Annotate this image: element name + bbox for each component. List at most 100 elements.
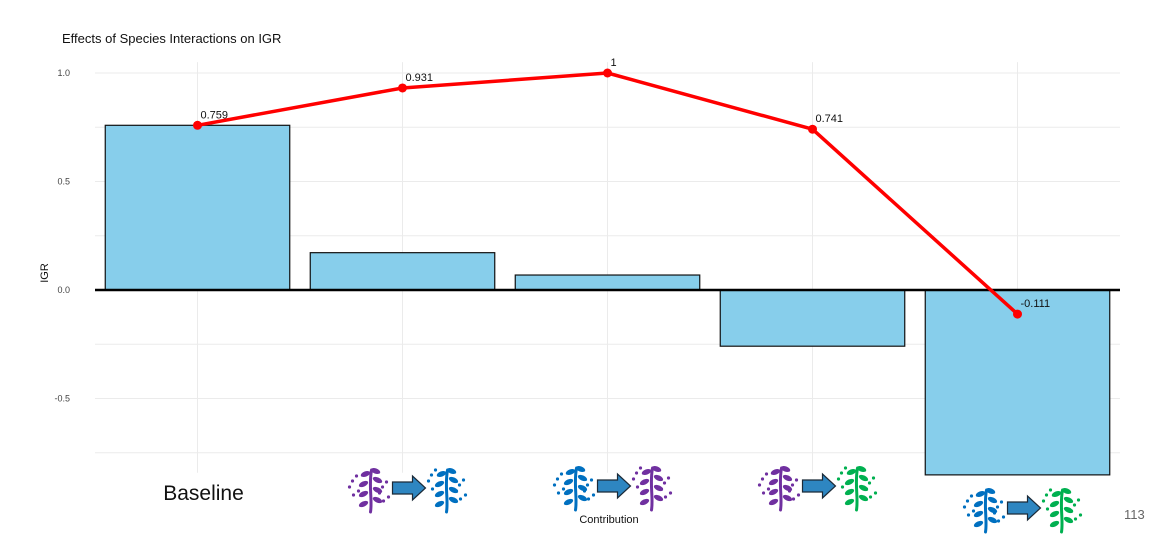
plant-leaf (577, 474, 588, 482)
plant-leaf (653, 494, 664, 502)
cumulative-line: 0.759 0.931 1 0.741 -0.111 (193, 57, 1050, 319)
plant-leaf (780, 466, 791, 472)
arrow-icon (1006, 494, 1042, 522)
seed-dot (461, 478, 466, 482)
seed-dot (386, 495, 391, 499)
seed-dot (796, 493, 801, 497)
seed-dot (381, 499, 386, 503)
seed-dot (556, 491, 561, 495)
seed-dot (429, 473, 434, 477)
seed-dot (354, 474, 359, 478)
plant-leaf (434, 490, 445, 498)
plant-stem (444, 468, 449, 514)
seed-dot (591, 493, 596, 497)
plant-leaf (975, 491, 986, 497)
plant-leaf (639, 488, 650, 496)
seed-dot (356, 489, 361, 493)
plant-leaf (358, 490, 369, 498)
plant-leaf (563, 478, 574, 486)
plant-leaf (973, 500, 984, 508)
seed-dot (790, 483, 795, 487)
plant-leaf (856, 466, 867, 472)
cumulative-point (398, 83, 407, 93)
plant-leaf (1063, 516, 1074, 524)
data-label: 0.759 (201, 109, 229, 121)
cumulative-point (808, 124, 817, 134)
plant-leaf (446, 468, 457, 474)
interaction-icon (552, 466, 673, 512)
arrow-icon (596, 472, 632, 500)
bar (924, 289, 1111, 476)
seed-dot (659, 487, 664, 491)
y-tick-label: 0.5 (57, 177, 70, 187)
seed-dot (996, 519, 1001, 523)
bars (104, 124, 1111, 476)
plant-leaf (987, 516, 998, 524)
plant-leaf (358, 480, 369, 488)
plant-leaf (641, 469, 652, 475)
seed-dot (873, 491, 878, 495)
seed-dot (766, 487, 771, 491)
seed-dot (350, 479, 355, 483)
data-label: 1 (611, 57, 617, 69)
plant-stem (983, 488, 988, 534)
chart-title: Effects of Species Interactions on IGR (62, 31, 281, 46)
plant-leaf (782, 474, 793, 482)
seed-dot (1045, 507, 1050, 511)
plant-leaf (768, 478, 779, 486)
seed-dot (1078, 513, 1083, 517)
seed-dot (971, 509, 976, 513)
cumulative-point (193, 120, 202, 130)
plant-icon (768, 466, 793, 512)
bar (104, 124, 291, 291)
seed-dot (559, 472, 564, 476)
plant-leaf (1063, 496, 1074, 504)
data-label: 0.931 (406, 72, 434, 84)
plant-leaf (844, 488, 855, 496)
seed-dot (1072, 503, 1077, 507)
seed-dot (864, 487, 869, 491)
x-axis-label: Contribution (579, 514, 638, 526)
plant-icon (358, 468, 383, 514)
bar (309, 252, 496, 291)
seed-dot (761, 491, 766, 495)
plant-stem (573, 466, 578, 512)
plant-leaf (448, 496, 459, 504)
y-tick-label: 0.0 (57, 285, 70, 295)
seed-dot (582, 489, 587, 493)
seed-dot (1048, 488, 1053, 492)
plant-leaf (436, 471, 447, 477)
plant-leaf (987, 496, 998, 504)
seed-dot (634, 471, 639, 475)
seed-dot (871, 476, 876, 480)
seed-dot (458, 497, 463, 501)
seed-dot (791, 497, 796, 501)
plant-leaf (434, 480, 445, 488)
plant-leaf (639, 478, 650, 486)
seed-dot (868, 495, 873, 499)
plant-icon (844, 466, 869, 512)
plant-leaf (434, 500, 445, 508)
plant-leaf (563, 488, 574, 496)
x-tick-label: Baseline (163, 482, 244, 505)
seed-dot (999, 500, 1004, 504)
seed-dot (347, 485, 352, 489)
plant-leaf (358, 500, 369, 508)
plant-leaf (1049, 500, 1060, 508)
plant-leaf (639, 498, 650, 506)
plant-icon (973, 488, 998, 534)
seed-dot (1044, 493, 1049, 497)
plant-stem (1059, 488, 1064, 534)
plant-icon (563, 466, 588, 512)
seed-dot (1001, 515, 1006, 519)
plant-leaf (448, 476, 459, 484)
seed-dot (377, 491, 382, 495)
plant-leaf (1061, 488, 1072, 494)
plant-icon (1049, 488, 1074, 534)
y-axis-label: IGR (39, 263, 51, 283)
seed-dot (351, 493, 356, 497)
plant-leaf (372, 496, 383, 504)
bar (719, 289, 906, 347)
plant-leaf (846, 469, 857, 475)
cumulative-point (1013, 309, 1022, 319)
